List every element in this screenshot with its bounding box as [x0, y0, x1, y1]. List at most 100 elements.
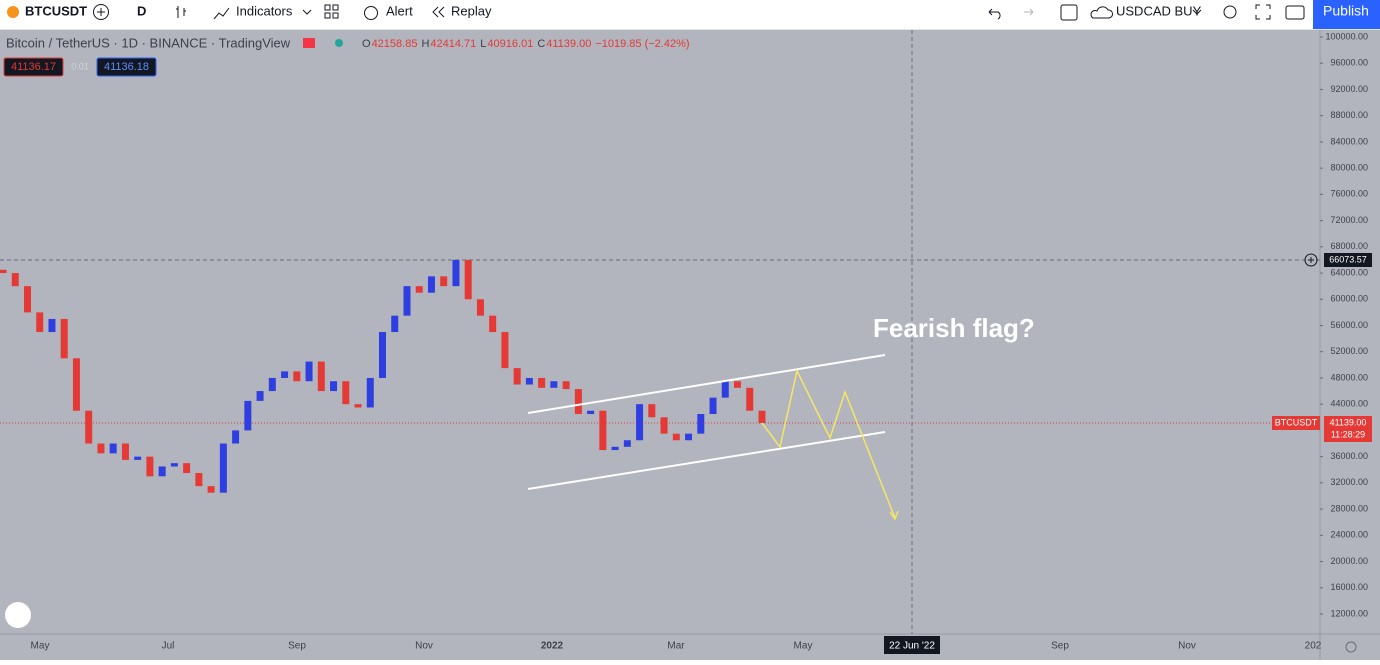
candle [501, 332, 509, 369]
coin-icon [7, 6, 19, 18]
candle [550, 381, 558, 388]
add-symbol-icon[interactable] [93, 4, 109, 20]
candle [538, 377, 546, 388]
redo-icon[interactable] [1024, 8, 1034, 16]
y-tick-label: 100000.00 [1325, 31, 1368, 41]
candle [427, 276, 435, 293]
candle [672, 433, 680, 441]
channel-upper[interactable] [527, 354, 886, 414]
account[interactable]: USDCAD BUY [1116, 3, 1202, 18]
candle [11, 273, 19, 287]
alert[interactable]: Alert [386, 3, 413, 18]
cloud-icon[interactable] [1090, 6, 1113, 19]
tv-logo[interactable] [5, 602, 31, 628]
candle [489, 315, 497, 333]
y-tick-label: 44000.00 [1330, 399, 1368, 409]
projection-path[interactable] [761, 368, 896, 519]
ohlc-label: H [421, 38, 429, 50]
y-tick-label: 60000.00 [1330, 294, 1368, 304]
candle [330, 381, 338, 392]
candle [709, 397, 717, 415]
y-tick-label: 76000.00 [1330, 189, 1368, 199]
candle [281, 371, 289, 378]
channel-lower[interactable] [527, 431, 886, 490]
candle [146, 456, 154, 477]
candle [354, 404, 362, 408]
candle [697, 414, 705, 434]
dropdown-icon[interactable] [1192, 9, 1202, 15]
candle [72, 358, 80, 411]
buy-box[interactable] [96, 57, 157, 77]
candle [170, 463, 178, 467]
sell-box[interactable] [3, 57, 64, 77]
candle [195, 473, 203, 487]
layout-icon[interactable] [324, 4, 331, 11]
candle [317, 361, 325, 392]
publish[interactable]: Publish [1323, 3, 1369, 19]
y-tick-label: 16000.00 [1330, 582, 1368, 592]
ohlc-label: L [480, 38, 486, 50]
candle [587, 410, 595, 415]
x-tick-label: Nov [1178, 641, 1196, 652]
y-tick-label: 24000.00 [1330, 530, 1368, 540]
candle [391, 315, 399, 333]
symbol[interactable]: BTCUSDT [25, 3, 87, 18]
interval[interactable]: D [137, 3, 146, 18]
candle [23, 286, 31, 313]
countdown: 11:28:29 [1331, 429, 1365, 439]
ohlc-label: C [537, 38, 545, 50]
x-tick-label: May [31, 641, 50, 652]
y-tick-label: 72000.00 [1330, 215, 1368, 225]
last-price: 41139.00 [1330, 417, 1367, 427]
fullscreen-icon[interactable] [1255, 4, 1271, 20]
candle [440, 276, 448, 287]
crosshair-plus[interactable] [1304, 253, 1318, 267]
candle [256, 391, 264, 401]
candle [403, 286, 411, 316]
indicators-icon[interactable] [213, 7, 230, 20]
x-tick-label: May [794, 641, 813, 652]
candle [293, 371, 301, 382]
publish-button[interactable] [1313, 0, 1380, 29]
time-axis [0, 634, 1380, 660]
candle [623, 440, 631, 447]
ohlc-value: 41139.00 [546, 38, 591, 50]
candle [60, 318, 68, 359]
buy-price[interactable]: 41136.18 [104, 61, 149, 73]
candle [183, 463, 191, 474]
layout-icon [324, 12, 331, 19]
chart-pane [0, 30, 1320, 634]
replay-icon[interactable] [432, 6, 445, 18]
candle [379, 332, 386, 378]
legend-title: Bitcoin / TetherUS · 1D · BINANCE · Trad… [6, 35, 291, 50]
sell-price[interactable]: 41136.17 [11, 61, 56, 73]
rectangle-icon[interactable] [1060, 4, 1078, 21]
axis-settings-icon[interactable] [1345, 641, 1357, 653]
candle [636, 404, 644, 441]
candle [268, 377, 276, 392]
y-tick-label: 84000.00 [1330, 136, 1368, 146]
y-tick-label: 36000.00 [1330, 451, 1368, 461]
spread: 0.01 [71, 61, 89, 71]
dropdown-icon[interactable] [302, 9, 312, 15]
candle [36, 312, 44, 333]
undo-icon[interactable] [988, 8, 1001, 20]
candle-icon[interactable] [176, 6, 186, 18]
candle [599, 410, 607, 451]
y-tick-label: 20000.00 [1330, 556, 1368, 566]
settings-icon[interactable] [1223, 5, 1237, 19]
candle [685, 433, 693, 441]
change: −1019.85 (−2.42%) [595, 38, 689, 50]
candle [734, 381, 742, 388]
x-tick-label: Sep [1051, 641, 1069, 652]
replay[interactable]: Replay [451, 3, 492, 18]
alert-icon[interactable] [364, 6, 378, 20]
indicators[interactable]: Indicators [236, 3, 293, 18]
snapshot-icon[interactable] [1285, 5, 1305, 20]
annotation[interactable]: Fearish flag? [873, 313, 1035, 343]
candles [0, 259, 766, 493]
ohlc-value: 42158.85 [372, 38, 418, 50]
y-tick-label: 88000.00 [1330, 110, 1368, 120]
candle [305, 361, 313, 382]
